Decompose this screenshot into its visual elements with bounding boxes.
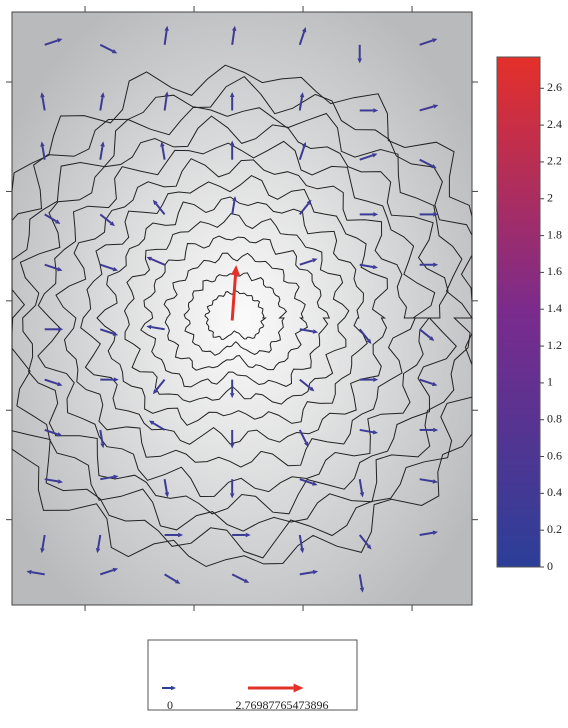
colorbar-tick-label: 0.6 bbox=[547, 448, 562, 462]
chart: 0 0.2 0.4 0.6 0.8 1 1.2 1.4 1.6 1.8 2 2.2 2.4 2.6 0 2.7… bbox=[0, 0, 568, 728]
colorbar-tick-label: 1.2 bbox=[547, 338, 562, 352]
colorbar-tick-label: 0.8 bbox=[547, 411, 562, 425]
colorbar-tick-label: 0.4 bbox=[547, 485, 562, 499]
colorbar-tick-label: 2.6 bbox=[547, 80, 562, 94]
legend-label: 2.76987765473896 bbox=[236, 698, 329, 712]
colorbar bbox=[497, 57, 540, 567]
colorbar-tick-label: 1.8 bbox=[547, 227, 562, 241]
plot-area bbox=[12, 12, 472, 605]
legend-label: 0 bbox=[167, 698, 173, 712]
colorbar-tick-label: 1.6 bbox=[547, 264, 562, 278]
colorbar-tick-label: 2 bbox=[547, 191, 553, 205]
colorbar-tick-label: 0 bbox=[547, 559, 553, 573]
colorbar-tick-label: 2.2 bbox=[547, 154, 562, 168]
colorbar-tick-label: 0.2 bbox=[547, 522, 562, 536]
colorbar-tick-label: 1 bbox=[547, 375, 553, 389]
colorbar-tick-label: 2.4 bbox=[547, 117, 562, 131]
colorbar-tick-label: 1.4 bbox=[547, 301, 562, 315]
